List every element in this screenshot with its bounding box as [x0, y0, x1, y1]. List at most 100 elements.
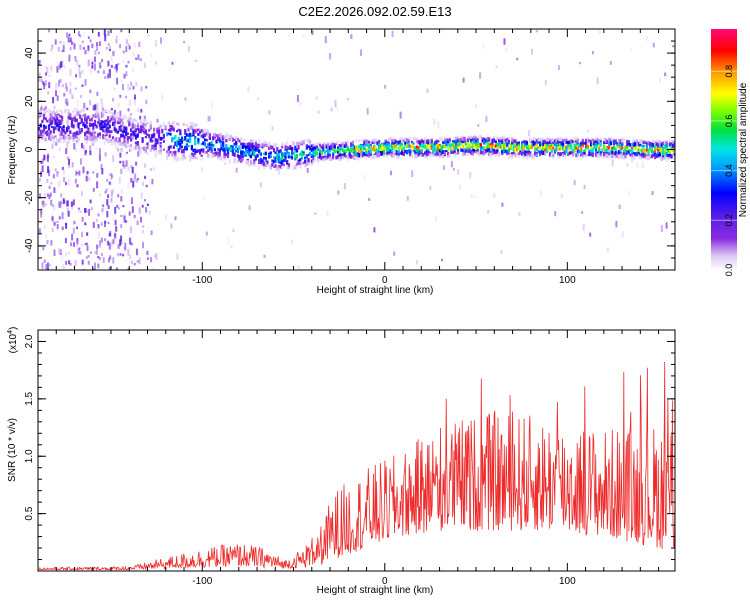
heatmap-ridge-cell	[455, 146, 458, 150]
heatmap-ridge-cell	[159, 151, 162, 155]
heatmap-ridge-cell	[108, 109, 111, 115]
heatmap-ridge-cell	[120, 128, 123, 132]
heatmap-ridge-cell	[139, 150, 142, 155]
heatmap-ridge-cell	[223, 156, 226, 161]
heatmap-ridge-cell	[330, 142, 333, 145]
heatmap-ridge-cell	[437, 146, 440, 151]
heatmap-noise-cell	[117, 63, 120, 66]
heatmap-ridge-cell	[202, 149, 205, 153]
heatmap-noise-cell	[150, 257, 153, 263]
heatmap-ridge-cell	[511, 152, 514, 157]
heatmap-ridge-cell	[525, 140, 529, 145]
heatmap-ridge-cell	[527, 154, 530, 158]
heatmap-ridge-cell	[399, 140, 402, 144]
heatmap-ridge-cell	[328, 145, 331, 150]
heatmap-ridge-cell	[52, 117, 55, 121]
heatmap-ridge-cell	[69, 116, 72, 120]
heatmap-ridge-cell	[599, 142, 602, 147]
heatmap-ridge-cell	[210, 145, 213, 150]
heatmap-noise-cell	[141, 229, 144, 234]
heatmap-ridge-cell	[468, 136, 471, 141]
heatmap-ridge-cell	[274, 151, 277, 154]
heatmap-noise-cell	[132, 180, 135, 188]
heatmap-ridge-cell	[266, 143, 269, 147]
heatmap-ridge-cell	[156, 138, 159, 143]
heatmap-ridge-cell	[596, 153, 599, 158]
heatmap-ridge-cell	[432, 153, 435, 157]
heatmap-ridge-cell	[417, 145, 420, 151]
y-tick-label: 0.5	[24, 506, 35, 520]
heatmap-noise-cell	[89, 199, 92, 204]
heatmap-ridge-cell	[486, 136, 489, 141]
heatmap-ridge-cell	[494, 153, 497, 157]
heatmap-ridge-cell	[238, 155, 241, 159]
x-tick-label: 0	[382, 576, 388, 587]
heatmap-noise-cell	[672, 45, 675, 48]
heatmap-noise-cell	[43, 85, 45, 89]
heatmap-noise-cell	[110, 190, 113, 197]
heatmap-ridge-cell	[580, 147, 583, 151]
heatmap-ridge-cell	[97, 114, 100, 119]
heatmap-noise-cell	[83, 102, 86, 109]
heatmap-ridge-cell	[107, 116, 110, 120]
heatmap-noise-cell	[148, 210, 151, 213]
heatmap-ridge-cell	[295, 162, 299, 166]
heatmap-ridge-cell	[407, 142, 410, 147]
heatmap-noise-cell	[140, 86, 143, 92]
heatmap-ridge-cell	[606, 147, 609, 150]
heatmap-noise-cell	[99, 126, 101, 130]
heatmap-ridge-cell	[486, 146, 489, 150]
heatmap-ridge-cell	[537, 141, 540, 144]
heatmap-ridge-cell	[62, 125, 65, 129]
heatmap-ridge-cell	[621, 154, 624, 159]
heatmap-noise-cell	[56, 220, 59, 223]
heatmap-ridge-cell	[44, 117, 47, 121]
heatmap-ridge-cell	[49, 137, 52, 142]
heatmap-ridge-cell	[542, 142, 545, 147]
heatmap-ridge-cell	[603, 137, 606, 142]
heatmap-noise-cell	[44, 80, 47, 86]
heatmap-ridge-cell	[281, 153, 284, 157]
heatmap-noise-cell	[96, 91, 99, 97]
heatmap-ridge-cell	[417, 151, 420, 156]
heatmap-ridge-cell	[282, 154, 285, 157]
heatmap-noise-cell	[112, 155, 115, 163]
heatmap-ridge-cell	[65, 127, 69, 130]
heatmap-noise-cell	[591, 51, 594, 55]
heatmap-ridge-cell	[108, 120, 111, 123]
heatmap-ridge-cell	[90, 132, 93, 137]
heatmap-ridge-cell	[642, 141, 645, 145]
heatmap-noise-cell	[107, 240, 110, 246]
heatmap-noise-cell	[652, 42, 655, 48]
heatmap-ridge-cell	[238, 146, 241, 151]
heatmap-ridge-cell	[169, 145, 172, 149]
heatmap-ridge-cell	[634, 152, 637, 157]
heatmap-ridge-cell	[231, 137, 234, 142]
heatmap-ridge-cell	[557, 141, 560, 145]
heatmap-ridge-cell	[67, 136, 70, 141]
heatmap-ridge-cell	[603, 141, 606, 145]
heatmap-noise-cell	[87, 176, 90, 182]
heatmap-ridge-cell	[299, 141, 302, 146]
heatmap-noise-cell	[86, 135, 89, 141]
heatmap-noise-cell	[69, 47, 72, 51]
heatmap-noise-cell	[153, 254, 156, 258]
heatmap-ridge-cell	[665, 152, 668, 157]
heatmap-noise-cell	[125, 115, 128, 120]
heatmap-ridge-cell	[51, 115, 54, 120]
heatmap-ridge-cell	[379, 144, 382, 148]
heatmap-ridge-cell	[522, 151, 525, 155]
heatmap-noise-cell	[100, 111, 103, 118]
heatmap-ridge-cell	[530, 154, 533, 158]
heatmap-ridge-cell	[195, 149, 198, 153]
heatmap-noise-cell	[615, 220, 618, 228]
heatmap-ridge-cell	[512, 139, 515, 144]
heatmap-ridge-cell	[269, 151, 272, 154]
heatmap-ridge-cell	[287, 164, 290, 169]
heatmap-ridge-cell	[154, 146, 157, 151]
heatmap-noise-cell	[76, 60, 79, 66]
heatmap-ridge-cell	[123, 142, 126, 147]
heatmap-ridge-cell	[74, 117, 77, 120]
heatmap-ridge-cell	[479, 147, 483, 152]
heatmap-ridge-cell	[105, 109, 108, 113]
